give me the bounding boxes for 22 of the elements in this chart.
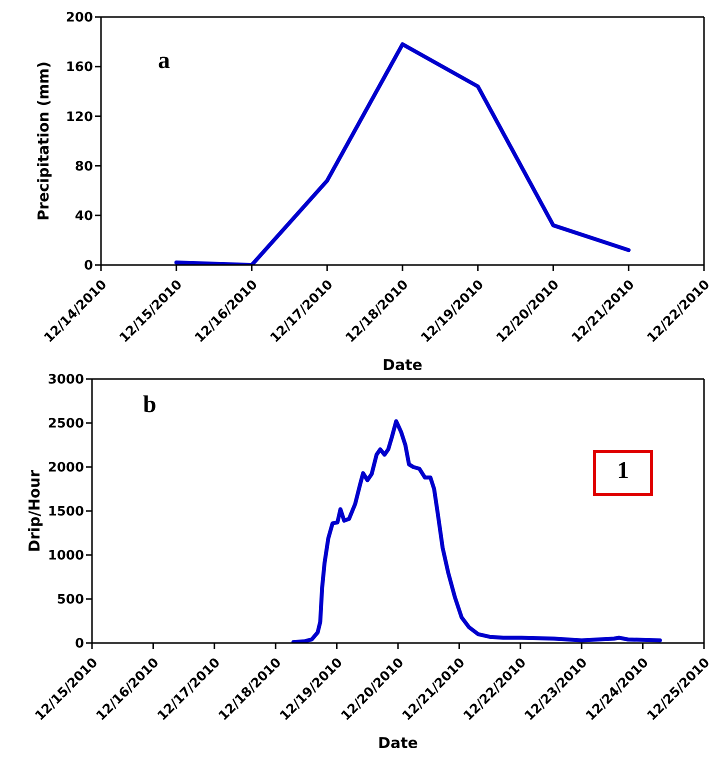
y-tick-label: 0 — [74, 636, 84, 652]
annotation: 1 — [616, 458, 630, 485]
y-tick-label: 160 — [66, 60, 93, 76]
y-tick-label: 2500 — [48, 416, 84, 432]
y-tick-label: 0 — [84, 258, 93, 274]
line-series — [174, 42, 631, 265]
y-tick-label: 200 — [66, 10, 93, 26]
y-tick-label: 80 — [74, 159, 93, 174]
y-tick-label: 500 — [56, 592, 84, 608]
x-axis-title: Date — [382, 356, 422, 374]
y-tick-label: 3000 — [48, 372, 84, 388]
y-tick-label: 2000 — [48, 460, 84, 476]
y-axis-title: Drip/Hour — [25, 469, 44, 552]
line-series — [291, 419, 662, 643]
annotation: a — [158, 48, 170, 75]
y-tick-label: 40 — [74, 209, 93, 224]
y-tick-label: 1000 — [48, 548, 84, 564]
y-tick-label: 1500 — [48, 504, 84, 520]
y-axis-title: Precipitation (mm) — [34, 61, 52, 221]
x-axis-title: Date — [378, 734, 418, 752]
y-tick-label: 120 — [66, 110, 93, 125]
annotation: b — [143, 392, 156, 419]
